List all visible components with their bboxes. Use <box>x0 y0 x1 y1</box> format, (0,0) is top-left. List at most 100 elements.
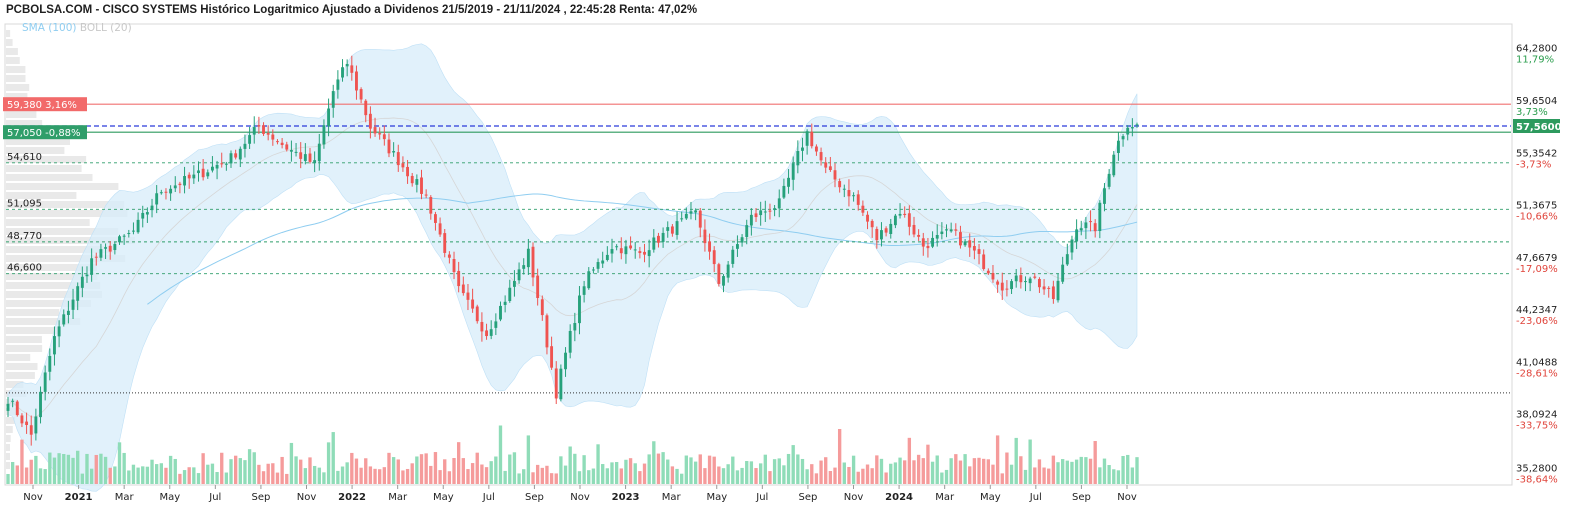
volume-bar <box>178 473 182 484</box>
volume-profile-bar <box>6 426 13 433</box>
y-tick-price: 59,6504 <box>1516 96 1557 107</box>
volume-bar <box>503 470 507 484</box>
candle-body <box>968 240 972 248</box>
time-axis: Nov 2021 Mar May Jul Sep Nov 2022 Mar May Jul Sep No… <box>23 485 1137 503</box>
volume-bar <box>215 472 219 484</box>
candle-body <box>1047 287 1051 289</box>
y-tick-price: 64,2800 <box>1516 44 1557 55</box>
candle-body <box>85 274 89 277</box>
candle-body <box>550 346 554 368</box>
volume-bar <box>1093 441 1097 484</box>
y-tick-percent: -33,75% <box>1516 421 1558 432</box>
volume-bar <box>99 453 103 484</box>
volume-bar <box>619 468 623 484</box>
volume-bar <box>196 473 201 484</box>
candle-body <box>1051 286 1055 300</box>
candle-body <box>801 147 804 151</box>
candle-body <box>317 143 321 162</box>
volume-bar <box>577 471 582 484</box>
y-tick-percent: 3,73% <box>1516 107 1548 118</box>
candle-body <box>824 162 828 168</box>
candle-body <box>368 113 372 129</box>
candle-body <box>489 329 493 336</box>
volume-bar <box>772 459 777 484</box>
volume-bar <box>1079 456 1083 484</box>
indicator-legend[interactable]: SMA (100) BOLL (20) <box>22 22 132 34</box>
volume-bar <box>6 473 10 484</box>
volume-bar <box>108 467 112 484</box>
volume-bar <box>252 452 256 484</box>
y-tick-percent: -10,66% <box>1516 212 1558 223</box>
last-price-tag: 57,5600 <box>1516 122 1562 133</box>
volume-bar <box>912 460 916 484</box>
sma-indicator-label[interactable]: SMA (100) <box>22 22 77 34</box>
volume-bar <box>1098 467 1102 484</box>
volume-profile-bar <box>6 120 43 127</box>
volume-bars <box>6 425 1139 484</box>
candle-body <box>248 135 252 144</box>
candle-body <box>224 163 228 165</box>
candle-body <box>536 275 540 299</box>
volume-bar <box>1102 458 1107 484</box>
volume-profile-bar <box>6 183 119 190</box>
volume-bar <box>777 458 781 484</box>
candle-body <box>424 194 428 196</box>
volume-bar <box>1009 464 1014 484</box>
candle-body <box>66 310 70 315</box>
volume-bar <box>898 457 902 484</box>
volume-bar <box>977 457 981 484</box>
volume-bar <box>1000 473 1004 484</box>
volume-bar <box>233 455 238 484</box>
candle-body <box>731 249 735 264</box>
volume-bar <box>145 466 150 484</box>
candle-body <box>740 237 744 243</box>
candle-body <box>568 330 572 353</box>
candle-body <box>341 67 344 78</box>
boll-indicator-label[interactable]: BOLL (20) <box>79 22 132 34</box>
y-tick-percent: -23,06% <box>1516 316 1558 327</box>
volume-bar <box>954 454 958 484</box>
y-tick-percent: -28,61% <box>1516 368 1558 379</box>
candle-body <box>155 193 159 205</box>
volume-bar <box>647 454 651 484</box>
volume-bar <box>447 471 452 484</box>
candle-body <box>192 174 196 179</box>
volume-bar <box>930 461 935 484</box>
volume-bar <box>220 452 224 484</box>
candle-body <box>991 272 995 280</box>
volume-bar <box>1047 468 1051 484</box>
volume-profile-bar <box>6 435 11 442</box>
volume-bar <box>396 459 400 484</box>
candle-body <box>796 151 800 166</box>
candle-body <box>1130 127 1134 129</box>
volume-bar <box>71 457 75 484</box>
candle-body <box>262 125 265 134</box>
candle-body <box>996 281 1000 285</box>
volume-bar <box>554 473 558 484</box>
volume-bar <box>484 467 489 484</box>
candle-body <box>870 220 874 228</box>
volume-bar <box>851 455 856 484</box>
candle-body <box>331 91 335 108</box>
candle-body <box>517 269 521 281</box>
volume-bar <box>326 442 331 484</box>
candle-body <box>503 301 507 305</box>
candle-body <box>624 246 628 255</box>
volume-bar <box>294 456 298 484</box>
volume-bar <box>1005 452 1009 484</box>
volume-bar <box>498 425 503 484</box>
candle-body <box>308 153 312 162</box>
volume-bar <box>745 461 749 484</box>
volume-bar <box>461 458 465 484</box>
volume-bar <box>103 456 108 484</box>
candle-body <box>787 177 790 187</box>
candle-body <box>382 134 386 140</box>
volume-bar <box>443 459 447 484</box>
level-label: 46,600 <box>7 263 42 274</box>
candle-body <box>564 352 567 370</box>
volume-bar <box>633 463 637 484</box>
volume-profile-bar <box>6 165 82 172</box>
volume-bar <box>903 460 907 484</box>
